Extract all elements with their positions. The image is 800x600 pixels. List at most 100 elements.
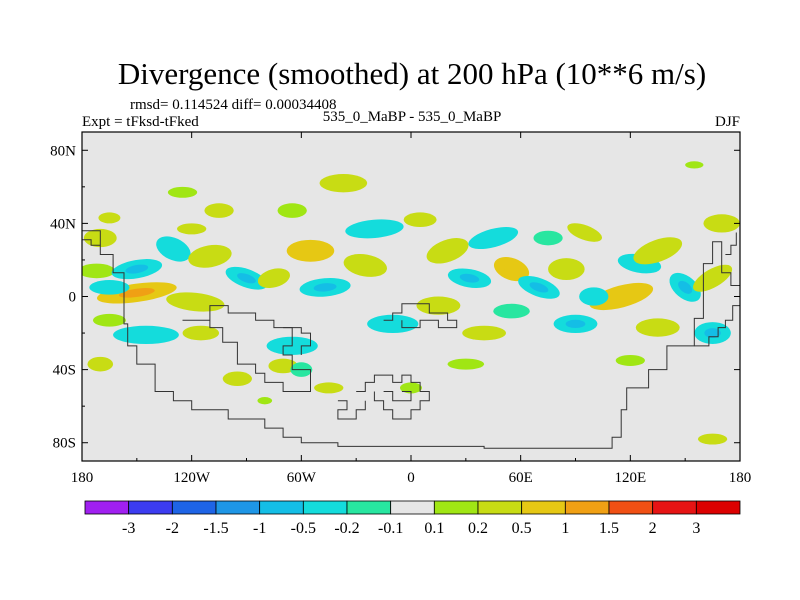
feature-pos-af <box>447 358 485 370</box>
feature-core-neg-q <box>678 280 693 294</box>
feature-pos-ae <box>685 161 704 169</box>
y-axis: 80N 40N 0 40S 80S <box>50 143 740 452</box>
feature-core-neg-e <box>313 283 337 292</box>
outline-island-east-top <box>725 232 737 255</box>
colorbar-label: 1.5 <box>599 520 619 537</box>
outline-island-south-west <box>337 400 366 420</box>
feature-core-neg-a <box>125 264 149 274</box>
colorbar-swatch <box>477 500 523 515</box>
feature-neg-c <box>156 236 191 262</box>
outline-landmass-south-east <box>283 327 311 355</box>
colorbar-label: -1 <box>253 520 266 537</box>
outline-island-south-inner <box>383 391 412 402</box>
x-tick-label: 180 <box>729 470 752 486</box>
feature-pos-j <box>343 253 387 277</box>
feature-core-neg-d <box>237 273 256 284</box>
y-tick-label: 40S <box>53 363 76 379</box>
colorbar-label: 3 <box>692 520 700 537</box>
feature-pos-ad <box>567 223 602 242</box>
colorbar-swatch <box>564 500 610 515</box>
feature-pos-o <box>182 325 220 341</box>
y-tick-label: 80S <box>53 436 76 452</box>
feature-pos-q <box>314 382 344 394</box>
x-tick-label: 60W <box>287 470 317 486</box>
y-tick-label: 0 <box>69 290 77 306</box>
right-label: DJF <box>715 114 740 130</box>
feature-pos-h <box>257 268 290 289</box>
colorbar-swatch <box>215 500 261 515</box>
feature-core-pos-y <box>606 290 636 303</box>
colorbar-swatch <box>608 500 654 515</box>
colorbar-label: -2 <box>166 520 179 537</box>
feature-neg-j <box>367 314 419 334</box>
feature-neg-g <box>113 325 179 345</box>
feature-pos-r <box>222 371 252 387</box>
outline-landmass-south <box>182 305 311 392</box>
left-label: Expt = tFksd-tFked <box>82 114 199 130</box>
feature-pos-t <box>416 296 461 315</box>
colorbar-swatch <box>521 500 566 515</box>
colorbar-label: -3 <box>122 520 135 537</box>
feature-neg-f <box>345 219 404 239</box>
x-tick-label: 0 <box>407 470 415 486</box>
colorbar: -3 -2 -1.5 -1 -0.5 -0.2 -0.1 0.1 0.2 0.5 1 1.5 2 3 <box>84 500 741 537</box>
feature-pos-l <box>204 203 234 218</box>
feature-pos-x <box>462 325 507 341</box>
feature-core-pos-v <box>503 263 520 275</box>
x-axis: 180 120W 60W 0 60E 120E 180 <box>71 132 752 486</box>
colorbar-swatch <box>390 500 435 515</box>
colorbar-label: -0.1 <box>378 520 403 537</box>
feature-neg-b <box>89 280 130 295</box>
colorbar-label: 0.1 <box>424 520 444 537</box>
chart-title: Divergence (smoothed) at 200 hPa (10**6 … <box>118 56 706 91</box>
feature-pos-ab <box>635 318 680 337</box>
outline-island-south <box>356 374 430 420</box>
outline-continent-west-top <box>82 230 101 246</box>
feature-neg-s <box>533 230 563 246</box>
colorbar-swatch <box>128 500 173 515</box>
feature-core-neg-k <box>459 273 480 283</box>
feature-core-neg-m <box>529 282 549 293</box>
y-tick-label: 40N <box>50 216 76 232</box>
colorbar-swatch <box>84 500 130 515</box>
colorbar-label: -1.5 <box>203 520 228 537</box>
colorbar-label: 0.2 <box>468 520 488 537</box>
feature-pos-aj <box>400 382 422 394</box>
feature-core-neg-r <box>704 328 721 338</box>
feature-pos-w <box>548 258 585 281</box>
colorbar-swatch <box>652 500 697 515</box>
x-tick-label: 120W <box>173 470 211 486</box>
colorbar-swatch <box>259 500 304 515</box>
colorbar-swatch <box>302 500 348 515</box>
outline-continent-west <box>82 239 740 449</box>
feature-pos-f <box>98 212 121 224</box>
feature-neg-l <box>468 226 519 250</box>
colorbar-label: -0.2 <box>334 520 359 537</box>
feature-pos-g <box>188 244 232 268</box>
outline-landmass-center <box>383 303 458 329</box>
colorbar-swatch <box>695 500 741 515</box>
feature-pos-al <box>403 212 437 228</box>
feature-pos-ai <box>257 397 273 405</box>
colorbar-swatch <box>346 500 392 515</box>
feature-pos-d <box>82 263 115 279</box>
colorbar-label: -0.5 <box>291 520 316 537</box>
colorbar-label: 2 <box>649 520 657 537</box>
feature-pos-m <box>167 186 198 198</box>
colorbar-swatch <box>171 500 217 515</box>
feature-pos-ak <box>177 223 207 235</box>
feature-pos-s <box>87 356 114 372</box>
colorbar-swatch <box>433 500 479 515</box>
x-tick-label: 60E <box>509 470 533 486</box>
x-tick-label: 180 <box>71 470 94 486</box>
y-tick-label: 80N <box>50 143 76 159</box>
feature-pos-z <box>633 237 683 265</box>
colorbar-label: 0.5 <box>512 520 532 537</box>
feature-core-pos-a <box>118 288 155 298</box>
colorbar-label: 1 <box>561 520 569 537</box>
feature-pos-c <box>92 313 126 327</box>
feature-pos-n <box>277 203 307 218</box>
feature-pos-ac <box>703 214 740 233</box>
feature-core-neg-o <box>565 319 586 329</box>
